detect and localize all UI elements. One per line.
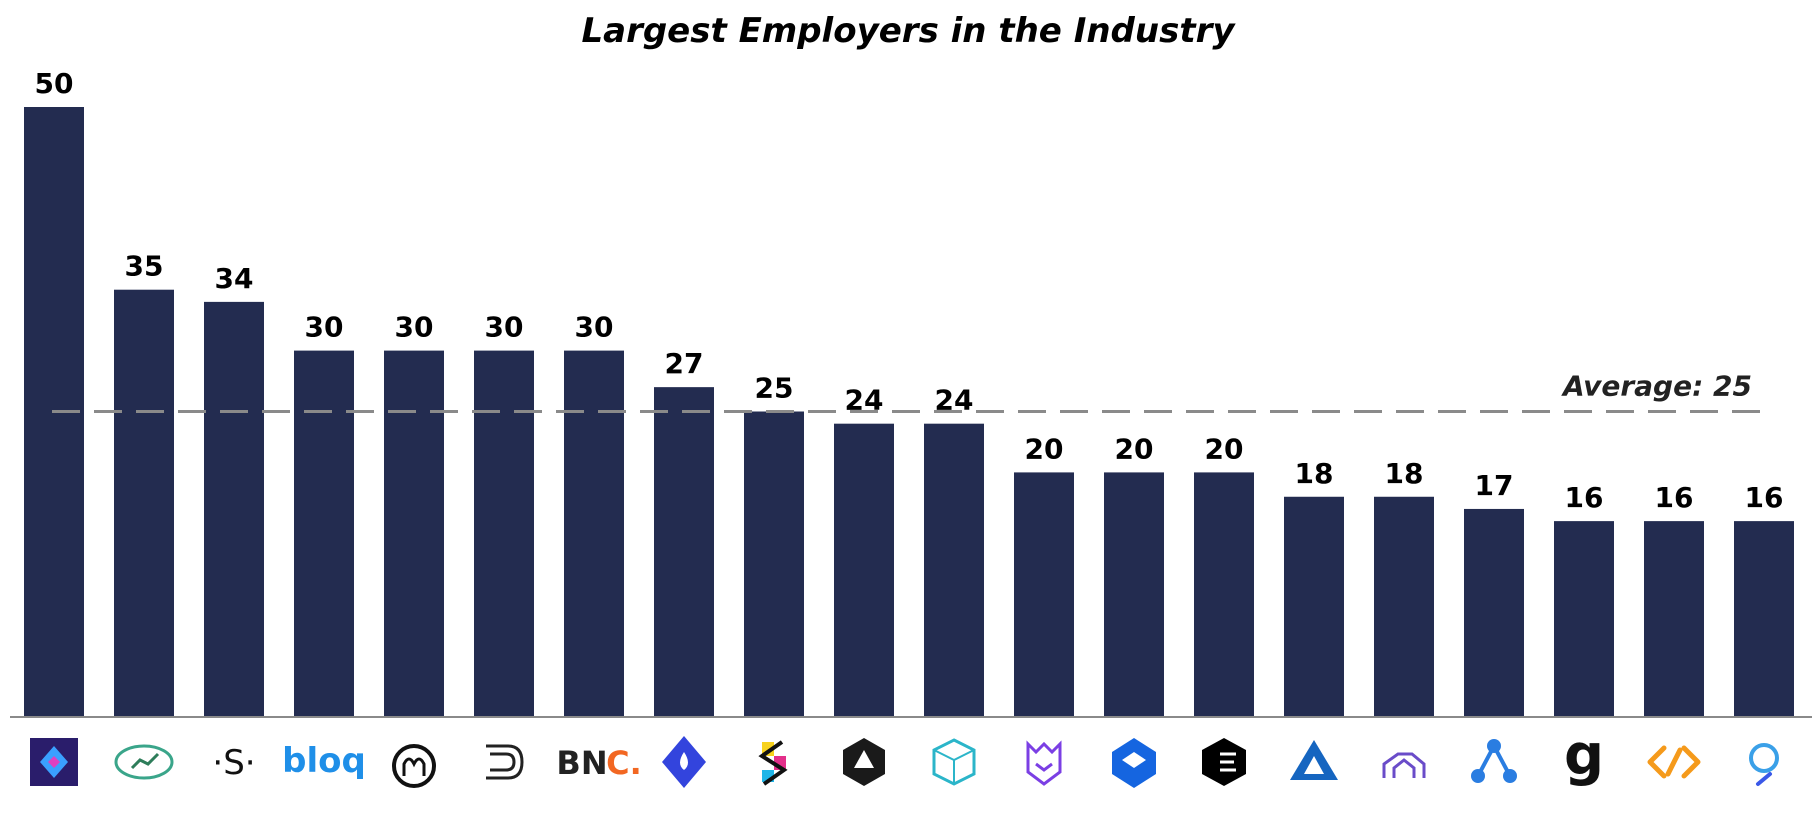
value-label-14: 20 [1205,432,1244,465]
bar-4 [294,350,354,716]
category-logos-layer: ·S· bloq BNC. g [30,723,1779,788]
bar-15 [1284,496,1344,716]
bar-5 [384,350,444,716]
teal-cube-logo-icon [932,738,976,786]
average-label: Average: 25 [1561,370,1752,403]
bnc-logo-icon: BNC. [556,744,641,782]
value-label-2: 35 [125,250,164,283]
stacked-lines-logo-icon [486,744,524,780]
blue-o-logo-icon [1749,743,1779,786]
purple-outline-logo-icon [1382,752,1426,778]
value-label-12: 20 [1025,432,1064,465]
value-label-7: 30 [575,311,614,344]
bar-2 [114,289,174,716]
value-label-13: 20 [1115,432,1154,465]
value-label-1: 50 [35,67,74,100]
value-label-8: 27 [665,347,704,380]
blue-triangle-logo-icon [1290,740,1338,780]
bar-13 [1104,472,1164,716]
bar-11 [924,423,984,716]
value-label-18: 16 [1565,481,1604,514]
svg-text:g: g [1564,723,1604,788]
bars-layer [24,107,1794,716]
circle-m-logo-icon [392,744,436,788]
dark-polyhedron-logo-icon [843,738,885,786]
svg-text:C.: C. [606,744,642,782]
g-logo-icon: g [1564,723,1604,788]
value-label-20: 16 [1745,481,1784,514]
bar-17 [1464,508,1524,716]
value-label-5: 30 [395,311,434,344]
bar-14 [1194,472,1254,716]
black-e-cube-logo-icon [1202,738,1246,786]
bar-10 [834,423,894,716]
bar-3 [204,301,264,716]
bar-19 [1644,521,1704,716]
colorful-s-logo-icon [758,740,788,786]
value-label-16: 18 [1385,457,1424,490]
bar-6 [474,350,534,716]
value-label-3: 34 [215,262,254,295]
value-label-17: 17 [1475,469,1514,502]
dot-s-dot-logo-icon: ·S· [212,743,255,783]
bar-20 [1734,521,1794,716]
bar-9 [744,411,804,716]
svg-text:bloq: bloq [282,741,366,781]
blue-box-logo-icon [1112,738,1156,788]
value-label-15: 18 [1295,457,1334,490]
value-label-6: 30 [485,311,524,344]
purple-shield-logo-icon [1026,740,1062,786]
bar-8 [654,387,714,716]
green-chart-circle-logo-icon [114,744,174,780]
value-label-19: 16 [1655,481,1694,514]
value-label-9: 25 [755,372,794,405]
value-label-4: 30 [305,311,344,344]
bloq-logo-icon: bloq [282,741,366,781]
orange-link-logo-icon [1647,745,1701,779]
blue-drop-diamond-logo-icon [662,736,706,788]
bar-7 [564,350,624,716]
purple-cube-logo-icon [30,738,78,786]
svg-text:·S·: ·S· [212,743,255,783]
bar-16 [1374,496,1434,716]
bar-12 [1014,472,1074,716]
blue-nodes-logo-icon [1471,739,1517,783]
chart-title: Largest Employers in the Industry [581,11,1236,51]
bar-18 [1554,521,1614,716]
svg-text:BN: BN [556,744,607,782]
